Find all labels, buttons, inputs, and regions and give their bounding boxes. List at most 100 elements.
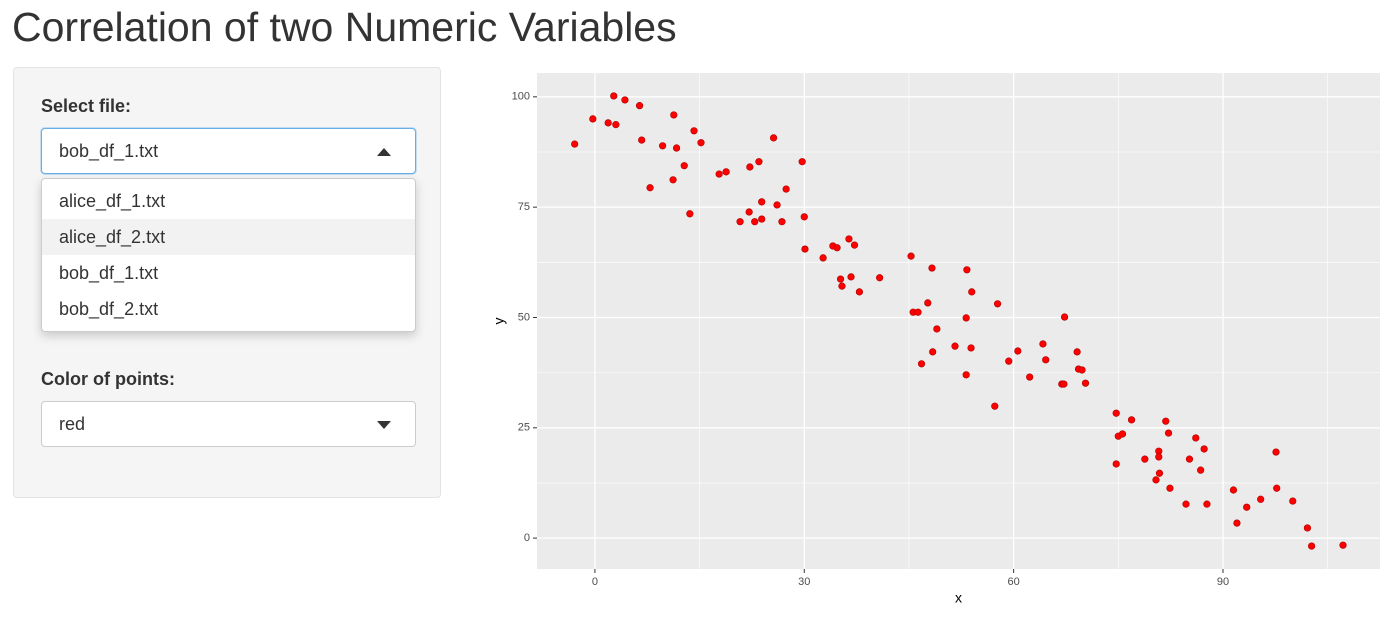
point [800,213,808,221]
point [1243,503,1251,511]
point [1042,356,1050,364]
point [612,121,620,129]
page-title: Correlation of two Numeric Variables [12,4,677,50]
point [968,288,976,296]
x-tick-label: 0 [592,576,598,588]
point [855,288,864,296]
point [697,139,705,147]
point [755,158,763,166]
point [610,92,618,100]
point [1203,500,1211,508]
point [1155,469,1164,477]
point [847,273,855,281]
x-tick-label: 60 [1008,576,1020,588]
point [690,127,698,135]
point [1026,373,1034,381]
point [1114,432,1122,440]
point [836,275,845,283]
point [1127,416,1136,424]
point [1233,519,1241,527]
point [1197,466,1205,474]
x-axis-title: x [955,590,962,606]
point [1081,379,1090,387]
point [635,102,644,110]
point [909,308,917,316]
point [951,342,959,350]
point [928,264,936,272]
plot-panel [537,73,1380,569]
point [736,218,744,226]
point [1058,380,1066,388]
y-tick-label: 25 [518,422,530,434]
point [1192,434,1200,442]
point [638,136,646,144]
point [1162,417,1170,425]
file-option[interactable]: bob_df_1.txt [59,263,159,283]
point [1164,429,1173,437]
point [1273,484,1281,492]
point [1272,448,1280,456]
point [769,134,778,142]
point [967,344,975,352]
point [963,266,971,274]
point [1257,495,1265,503]
sidebar-panel: Select file: bob_df_1.txt alice_df_1.txt… [13,67,441,498]
point [1166,484,1174,492]
point [1112,409,1120,417]
point [907,252,915,260]
point [751,218,759,226]
point [758,215,766,223]
point [1060,380,1068,388]
point [962,314,970,322]
point [1005,357,1013,365]
point [1155,453,1163,461]
y-tick-label: 100 [512,91,530,103]
point [991,402,999,410]
point [715,170,723,178]
point [1200,445,1208,453]
x-tick-label: 90 [1217,576,1229,588]
point [758,198,766,206]
point [1182,500,1190,508]
file-select[interactable]: bob_df_1.txt [41,128,416,174]
color-select[interactable]: red [41,401,416,447]
point [876,274,884,282]
point [838,282,846,290]
point [1014,347,1022,355]
file-option[interactable]: alice_df_1.txt [59,191,166,211]
file-option[interactable]: alice_df_2.txt [42,219,415,255]
point [1289,497,1297,505]
point [646,184,654,192]
point [745,208,753,216]
point [672,144,681,152]
point [1308,542,1316,550]
point [589,115,597,123]
point [1074,365,1083,373]
y-tick-label: 75 [518,201,530,213]
point [850,241,859,249]
point [746,163,754,171]
point [962,371,970,379]
point [993,300,1002,308]
point [845,235,853,243]
file-selected: bob_df_1.txt [59,141,159,161]
y-axis-title: y [491,318,507,325]
point [1152,476,1160,484]
point [1073,348,1081,356]
point [1155,447,1163,455]
point [914,308,922,316]
point [1118,430,1127,438]
point [1078,366,1086,374]
point [929,348,937,356]
point [571,140,579,148]
file-option[interactable]: bob_df_2.txt [59,299,159,319]
point [782,185,790,193]
point [1303,524,1312,532]
point [1185,455,1194,463]
x-tick-label: 30 [798,576,810,588]
point [773,201,781,209]
color-label: Color of points: [41,369,175,389]
point [819,254,827,262]
point [1339,541,1347,549]
